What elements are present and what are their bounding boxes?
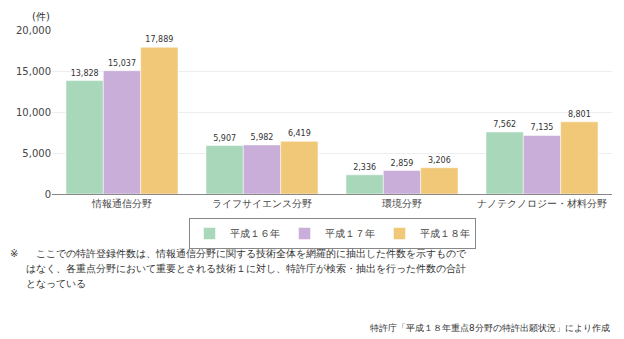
svg-text:3,206: 3,206	[428, 156, 451, 165]
svg-text:5,907: 5,907	[213, 134, 236, 143]
svg-text:ナノテクノロジー・材料分野: ナノテクノロジー・材料分野	[477, 198, 607, 209]
svg-text:※: ※	[10, 248, 18, 259]
svg-text:7,135: 7,135	[531, 123, 554, 132]
svg-text:特許庁「平成１８年重点8分野の特許出願状況」により作成: 特許庁「平成１８年重点8分野の特許出願状況」により作成	[370, 323, 610, 333]
svg-text:2,859: 2,859	[391, 159, 414, 168]
svg-text:(件): (件)	[32, 11, 50, 22]
svg-text:15,037: 15,037	[108, 59, 136, 68]
svg-text:はなく、各重点分野において重要とされる技術１に対し、特許庁が: はなく、各重点分野において重要とされる技術１に対し、特許庁が検索・抽出を行った件…	[26, 263, 466, 274]
svg-text:平成１６年: 平成１６年	[230, 228, 280, 239]
svg-text:5,000: 5,000	[22, 148, 51, 159]
svg-text:環境分野: 環境分野	[382, 198, 422, 209]
svg-text:7,562: 7,562	[493, 120, 516, 129]
svg-text:6,419: 6,419	[288, 129, 311, 138]
svg-text:17,889: 17,889	[145, 35, 173, 44]
svg-text:2,336: 2,336	[353, 163, 376, 172]
svg-text:平成１７年: 平成１７年	[325, 228, 375, 239]
svg-text:15,000: 15,000	[16, 66, 51, 77]
svg-text:平成１８年: 平成１８年	[420, 228, 470, 239]
svg-text:8,801: 8,801	[568, 110, 591, 119]
svg-text:13,828: 13,828	[71, 69, 99, 78]
svg-text:20,000: 20,000	[16, 25, 51, 36]
svg-text:情報通信分野: 情報通信分野	[91, 198, 152, 209]
svg-text:5,982: 5,982	[251, 133, 274, 142]
svg-text:ここでの特許登録件数は、情報通信分野に関する技術全体を網羅的: ここでの特許登録件数は、情報通信分野に関する技術全体を網羅的に抽出した件数を示す…	[26, 248, 467, 259]
svg-text:0: 0	[45, 189, 51, 200]
svg-text:となっている: となっている	[26, 278, 86, 289]
svg-text:ライフサイエンス分野: ライフサイエンス分野	[212, 198, 312, 209]
svg-text:10,000: 10,000	[16, 107, 51, 118]
